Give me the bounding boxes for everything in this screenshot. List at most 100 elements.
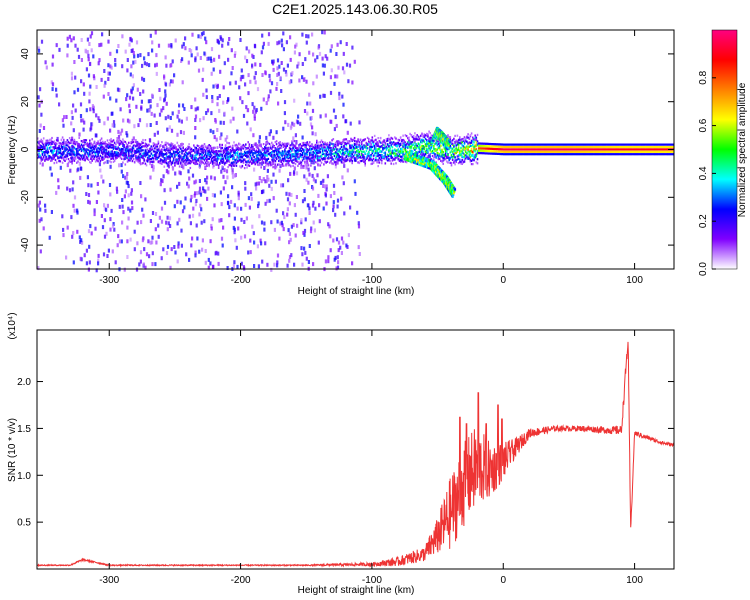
spectrogram-cell (201, 247, 204, 252)
spectrogram-cell (46, 148, 49, 151)
spectrogram-cell (83, 158, 85, 161)
spectrogram-cell (327, 259, 330, 264)
spectrogram-cell (93, 140, 96, 143)
spectrogram-cell (173, 245, 176, 249)
spectrogram-cell (451, 139, 454, 142)
spectrogram-cell (463, 156, 466, 159)
spectrogram-cell (396, 142, 398, 145)
spectrogram-cell (124, 189, 127, 194)
spectrogram-cell (518, 143, 520, 146)
spectrogram-cell (285, 156, 287, 159)
spectrogram-cell (68, 152, 71, 155)
spectrogram-cell (246, 161, 248, 164)
spectrogram-cell (560, 150, 563, 153)
spectrogram-cell (421, 141, 423, 144)
spectrogram-cell (254, 80, 257, 85)
spectrogram-cell (121, 64, 124, 69)
spectrogram-cell (386, 159, 389, 162)
spectrogram-cell (418, 137, 421, 140)
spectrogram-cell (506, 150, 508, 153)
spectrogram-cell (345, 138, 348, 141)
spectrogram-cell (268, 146, 271, 149)
spectrogram-cell (223, 149, 226, 152)
spectrogram-cell (336, 42, 339, 47)
spectrogram-cell (278, 236, 281, 241)
spectrogram-cell (394, 143, 396, 146)
spectrogram-cell (459, 141, 461, 145)
spectrogram-cell (212, 264, 215, 269)
spectrogram-cell (304, 155, 306, 158)
spectrogram-cell (470, 144, 473, 148)
spectrogram-cell (381, 153, 383, 157)
spectrogram-cell (155, 71, 158, 76)
spectrogram-cell (252, 109, 255, 114)
spectrogram-cell (312, 158, 314, 162)
spectrogram-cell (311, 173, 314, 178)
spectrogram-cell (505, 143, 507, 146)
spectrogram-cell (80, 118, 83, 123)
spectrogram-cell (557, 153, 559, 156)
spectrogram-cell (133, 149, 136, 152)
spectrogram-cell (486, 152, 488, 155)
spectrogram-cell (496, 148, 499, 151)
spectrogram-cell (481, 147, 484, 150)
spectrogram-cell (550, 145, 552, 149)
spectrogram-cell (226, 154, 228, 157)
spectrogram-cell (258, 159, 260, 162)
spectrogram-cell (381, 162, 383, 165)
spectrogram-cell (125, 175, 128, 180)
spectrogram-cell (279, 151, 281, 154)
spectrogram-cell (98, 150, 101, 153)
spectrogram-cell (378, 140, 381, 143)
spectrogram-cell (313, 155, 316, 158)
spectrogram-cell (93, 157, 96, 161)
spectrogram-cell (289, 237, 292, 242)
spectrogram-cell (360, 156, 363, 159)
spectrogram-cell (181, 149, 183, 152)
spectrogram-cell (476, 140, 479, 143)
spectrogram-cell (266, 175, 269, 179)
spectrogram-cell (550, 148, 552, 151)
spectrogram-cell (456, 143, 459, 146)
spectrogram-cell (318, 147, 320, 150)
spectrogram-cell (53, 146, 56, 149)
spectrogram-cell (352, 145, 355, 148)
spectrogram-cell (521, 145, 524, 149)
spectrogram-cell (469, 141, 472, 144)
spectrogram-cell (260, 220, 264, 225)
spectrogram-cell (149, 33, 152, 38)
spectrogram-cell (211, 162, 214, 165)
spectrogram-cell (181, 80, 184, 85)
spectrogram-cell (259, 158, 261, 162)
spectrogram-cell (365, 149, 368, 152)
spectrogram-cell (214, 146, 216, 149)
spectrogram-cell (268, 163, 271, 166)
spectrogram-cell (541, 150, 544, 153)
spectrogram-cell (255, 158, 258, 161)
spectrogram-cell (103, 69, 106, 73)
spectrogram-cell (130, 152, 134, 157)
spectrogram-cell (288, 201, 291, 206)
spectrogram-cell (111, 123, 114, 128)
spectrogram-cell (323, 152, 325, 156)
spectrogram-cell (492, 143, 494, 146)
spectrogram-cell (236, 160, 239, 163)
spectrogram-cell (340, 160, 343, 163)
spectrogram-cell (214, 119, 217, 124)
spectrogram-cell (351, 261, 354, 266)
spectrogram-cell (170, 143, 173, 146)
spectrogram-cell (447, 155, 449, 158)
spectrogram-cell (202, 116, 205, 121)
spectrogram-cell (503, 150, 506, 153)
spectrogram-cell (479, 144, 481, 147)
spectrogram-cell (337, 240, 341, 245)
spectrogram-cell (558, 148, 560, 151)
spectrogram-cell (443, 155, 446, 158)
spectrogram-cell (469, 144, 472, 147)
spectrogram-cell (129, 208, 132, 213)
spectrogram-cell (178, 159, 181, 162)
spectrogram-cell (427, 155, 429, 158)
spectrogram-cell (265, 142, 267, 145)
spectrogram-cell (477, 147, 480, 150)
spectrogram-cell (449, 156, 452, 160)
